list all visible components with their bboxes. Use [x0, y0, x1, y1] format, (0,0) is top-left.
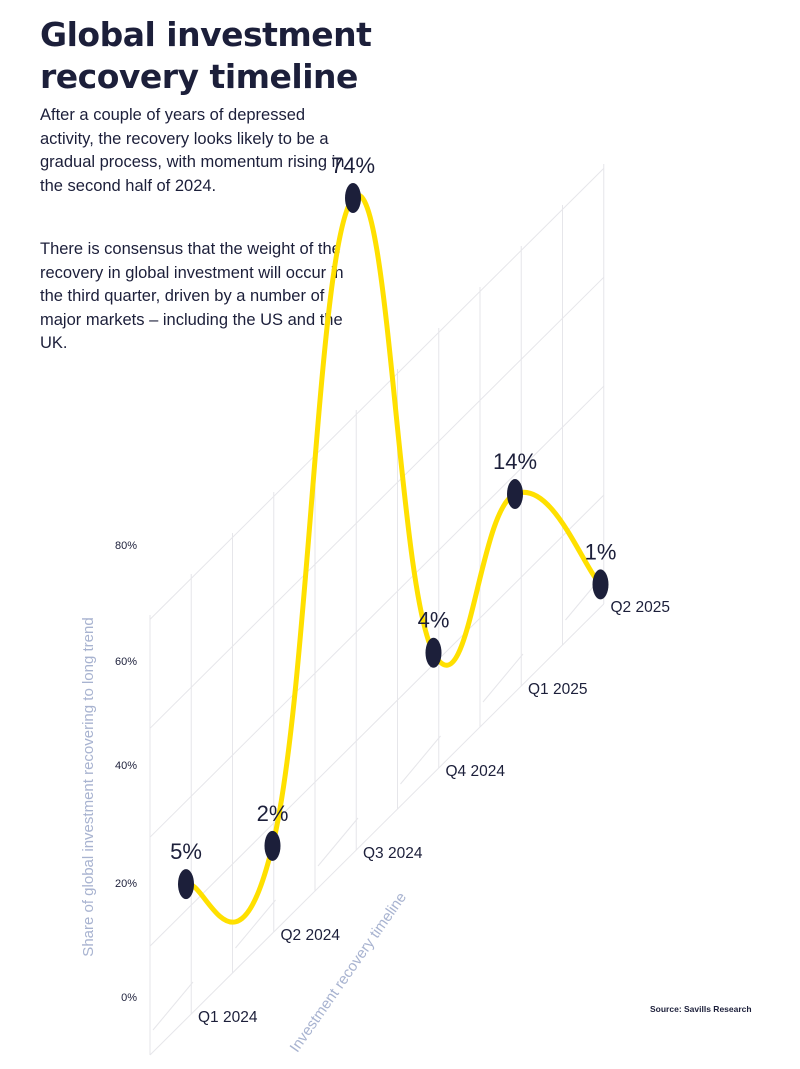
- data-marker: [425, 637, 442, 668]
- y-axis-ticks: 0% 20% 40% 60% 80%: [115, 540, 137, 1004]
- x-axis-label: Investment recovery timeline: [287, 889, 410, 1055]
- chart-grid: [149, 164, 606, 1056]
- grid-line-floor: [317, 817, 359, 867]
- x-category-label: Q2 2024: [281, 927, 341, 944]
- y-tick-label: 60%: [115, 656, 137, 668]
- grid-line-floor: [152, 981, 194, 1031]
- grid-line-floor: [235, 899, 276, 949]
- grid-line-diagonal: [149, 168, 605, 620]
- chart-title: Global investment recovery timeline: [40, 15, 372, 96]
- intro-paragraph-1: After a couple of years of depressed act…: [40, 106, 345, 195]
- grid-line-floor: [400, 735, 441, 785]
- y-tick-label: 40%: [115, 760, 137, 772]
- grid-line-floor: [482, 653, 524, 703]
- data-label: 1%: [585, 539, 617, 564]
- grid-line-diagonal: [149, 494, 605, 947]
- x-category-label: Q4 2024: [446, 763, 506, 780]
- data-label: 4%: [418, 608, 450, 633]
- x-axis-categories: Q1 2024 Q2 2024 Q3 2024 Q4 2024 Q1 2025 Q2 20…: [198, 599, 670, 1026]
- data-label: 2%: [257, 801, 289, 826]
- data-label: 5%: [170, 839, 202, 864]
- grid-line-diagonal: [149, 603, 605, 1056]
- data-marker: [264, 830, 281, 861]
- data-marker: [592, 569, 609, 600]
- data-marker: [507, 479, 523, 510]
- x-category-label: Q2 2025: [611, 599, 670, 616]
- data-markers: [178, 183, 609, 900]
- intro-paragraph-2: There is consensus that the weight of th…: [40, 240, 344, 352]
- data-label: 14%: [493, 449, 537, 474]
- y-tick-label: 80%: [115, 540, 137, 552]
- x-category-label: Q1 2024: [198, 1009, 258, 1026]
- grid-line-diagonal: [149, 276, 605, 729]
- data-marker: [178, 869, 194, 900]
- x-category-label: Q1 2025: [528, 681, 587, 698]
- data-marker: [345, 183, 361, 213]
- source-note: Source: Savills Research: [650, 1004, 752, 1014]
- y-tick-label: 0%: [121, 992, 137, 1004]
- grid-line-diagonal: [149, 385, 605, 838]
- data-labels: 5% 2% 74% 4% 14% 1%: [170, 153, 616, 864]
- x-category-label: Q3 2024: [363, 845, 423, 862]
- data-label: 74%: [331, 153, 375, 178]
- y-axis-label: Share of global investment recovering to…: [80, 617, 97, 956]
- y-tick-label: 20%: [115, 878, 137, 890]
- series-line: [183, 192, 603, 925]
